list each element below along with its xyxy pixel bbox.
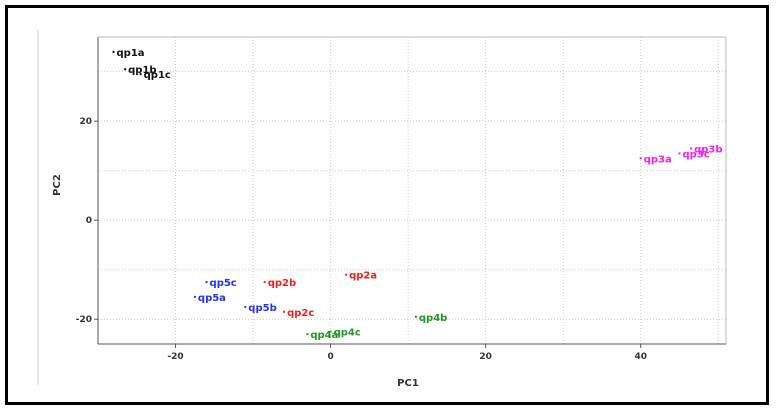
data-point [283,310,286,313]
point-label: qp5b [248,303,276,314]
data-point [414,315,417,318]
x-tick-label: 20 [479,352,492,362]
point-label: qp4c [334,328,361,339]
data-points [112,50,693,336]
point-label: qp4a [310,330,338,341]
y-tick-label: 0 [86,216,92,226]
point-label: qp5c [210,278,237,289]
point-label: qp3b [694,144,722,155]
axes [37,30,727,385]
point-label: qp2a [349,271,377,282]
point-label: qp1b [128,65,156,76]
x-tick-label: 0 [327,352,333,362]
point-label: qp5a [198,293,226,304]
data-point [244,305,247,308]
data-point [690,147,693,150]
data-point [329,330,332,333]
y-tick-label: -20 [76,315,92,325]
point-label: qp3c [682,149,709,160]
point-label: qp2b [268,278,296,289]
point-label: qp4b [419,313,447,324]
point-label: qp2c [287,308,314,319]
grid-lines [98,37,726,344]
tick-labels: -20 0 20 40 20 0 -20 [76,117,647,362]
point-label: qp1c [144,70,171,81]
data-point [345,273,348,276]
data-point [112,50,115,53]
point-label: qp3a [644,154,672,165]
data-point [678,152,681,155]
data-point [205,281,208,284]
data-point [193,295,196,298]
data-point [639,157,642,160]
y-tick-label: 20 [79,117,92,127]
point-label: qp1a [117,48,145,59]
x-tick-label: 40 [634,352,647,362]
x-axis-label: PC1 [397,378,419,389]
y-axis-label: PC2 [52,174,63,196]
plot-area [98,37,726,344]
data-point [139,73,142,76]
x-tick-label: -20 [167,352,183,362]
data-point [124,68,127,71]
data-point [263,281,266,284]
data-point [306,333,309,336]
